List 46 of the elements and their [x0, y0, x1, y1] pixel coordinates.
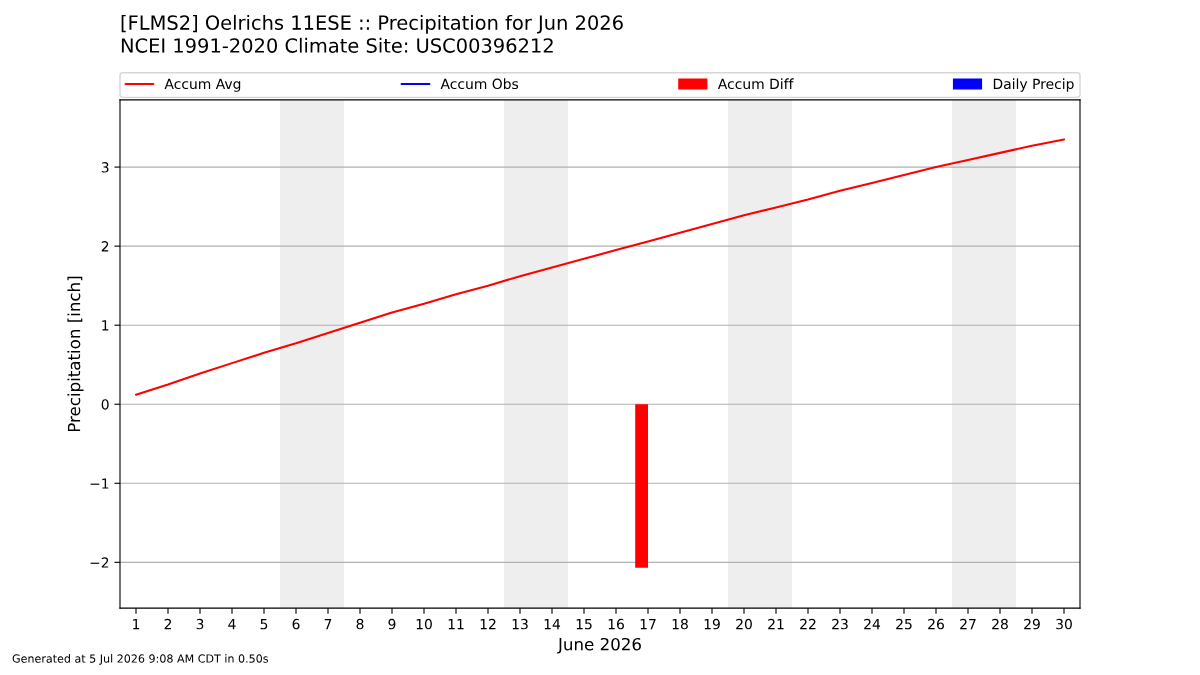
y-tick-label: 2 — [101, 241, 109, 252]
x-tick-label: 30 — [1056, 618, 1072, 630]
x-tick-label: 9 — [388, 618, 396, 630]
y-tick-label: −1 — [90, 478, 109, 489]
y-tick-label: −2 — [90, 557, 109, 568]
x-tick-label: 26 — [928, 618, 944, 630]
x-tick-label: 7 — [324, 619, 332, 630]
chart-subtitle: NCEI 1991-2020 Climate Site: USC00396212 — [121, 37, 553, 53]
x-tick-label: 21 — [768, 618, 784, 630]
x-tick-label: 27 — [960, 618, 976, 630]
x-tick-label: 24 — [864, 618, 881, 630]
chart-title: [FLMS2] Oelrichs 11ESE :: Precipitation for Jun 2026 — [121, 14, 623, 34]
x-tick-label: 25 — [896, 618, 912, 630]
x-tick-label: 14 — [544, 619, 561, 630]
x-tick-label: 28 — [992, 618, 1008, 630]
x-tick-label: 22 — [800, 618, 816, 630]
x-tick-label: 18 — [672, 618, 688, 630]
y-axis-title: Precipitation [inch] — [67, 276, 84, 432]
x-tick-label: 20 — [736, 618, 752, 630]
y-tick-label: 1 — [102, 320, 109, 331]
x-tick-label: 3 — [196, 618, 204, 630]
y-tick-label: 0 — [101, 399, 109, 410]
x-tick-label: 6 — [292, 618, 300, 630]
x-tick-label: 19 — [704, 618, 720, 630]
x-tick-label: 5 — [260, 619, 268, 630]
x-tick-label: 11 — [448, 619, 464, 630]
legend-label: Accum Avg — [164, 78, 241, 92]
x-tick-label: 4 — [228, 619, 236, 630]
text: Generated at 5 Jul 2026 9:08 AM CDT in 0.50s — [12, 654, 269, 665]
x-tick-label: 16 — [608, 618, 624, 630]
x-tick-label: 10 — [416, 618, 432, 630]
x-tick-label: 29 — [1024, 618, 1040, 630]
legend-label: Accum Obs — [440, 78, 519, 90]
x-tick-label: 15 — [576, 619, 592, 630]
x-tick-label: 8 — [356, 618, 364, 630]
legend-label: Accum Diff — [717, 78, 794, 90]
y-tick-label: 3 — [101, 162, 109, 173]
x-tick-label: 17 — [640, 619, 656, 630]
x-tick-label: 13 — [512, 618, 528, 630]
x-tick-label: 1 — [133, 619, 140, 630]
line-series — [134, 138, 1066, 396]
x-tick-label: 2 — [164, 618, 172, 630]
x-tick-label: 12 — [480, 618, 496, 630]
x-axis-title: June 2026 — [557, 637, 641, 654]
x-tick-label: 23 — [832, 618, 848, 630]
legend-label: Daily Precip — [993, 78, 1074, 92]
